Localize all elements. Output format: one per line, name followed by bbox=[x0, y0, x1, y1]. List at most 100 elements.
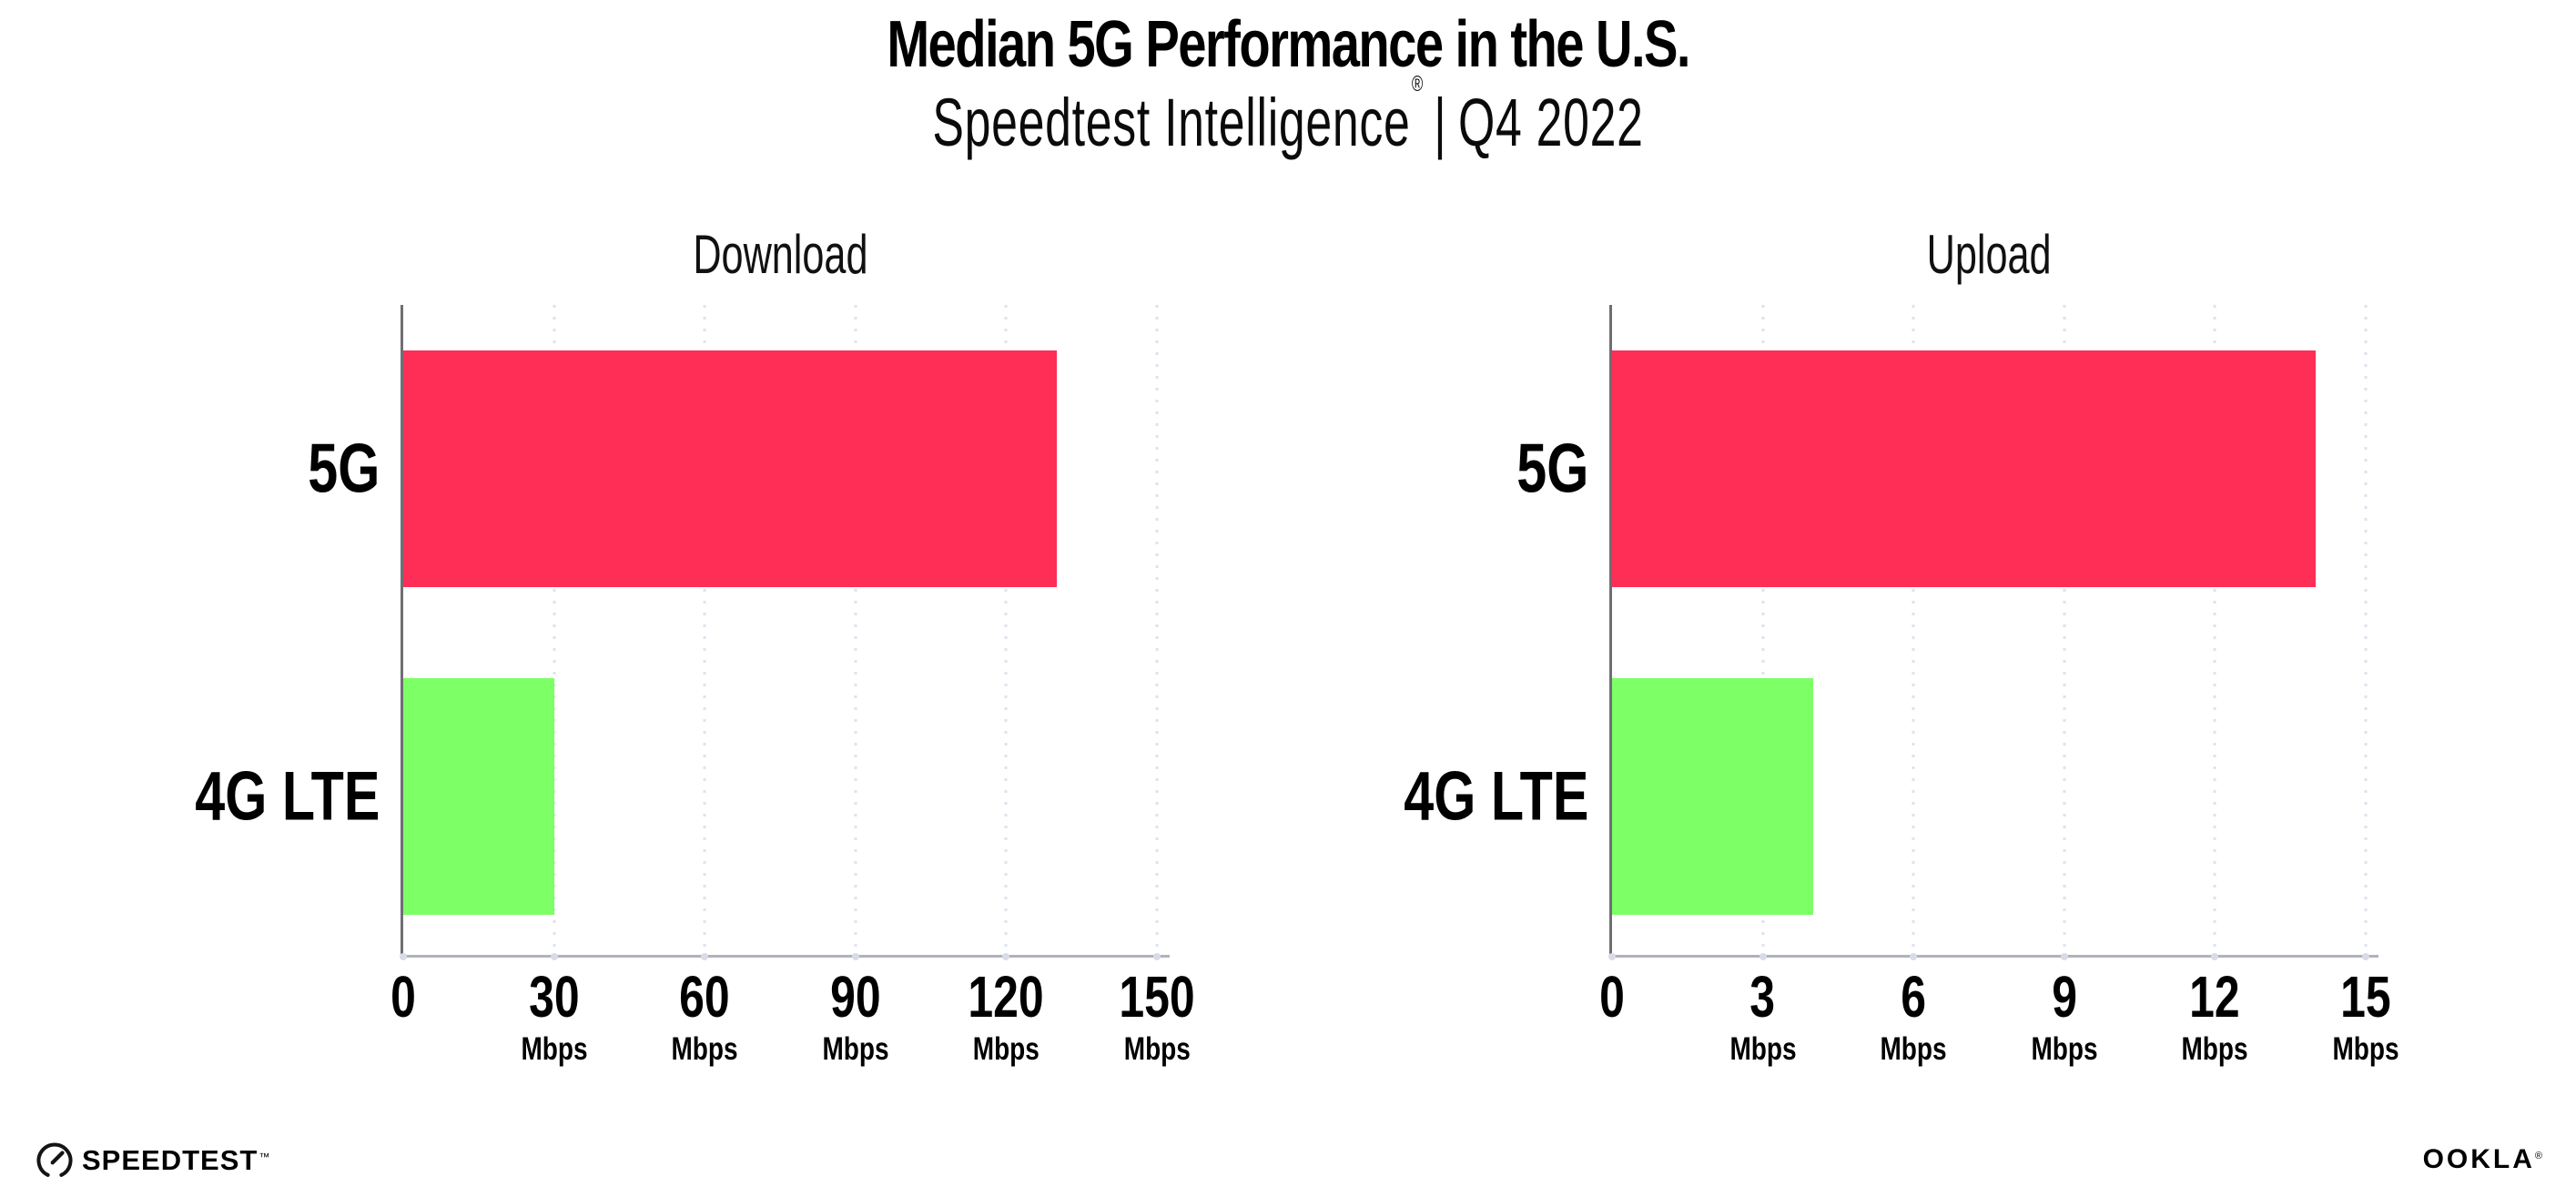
x-tick-number-text: 0 bbox=[390, 964, 416, 1030]
bar-4g-lte bbox=[403, 678, 554, 915]
x-tick-number: 3 bbox=[1721, 968, 1804, 1026]
x-tick-unit-text: Mbps bbox=[822, 1031, 889, 1067]
x-tick-number-text: 9 bbox=[2051, 964, 2077, 1030]
speedtest-label: SPEEDTEST bbox=[82, 1144, 259, 1176]
x-tick-unit: Mbps bbox=[958, 1033, 1055, 1065]
bar-5g bbox=[1612, 350, 2316, 587]
x-tick-number-text: 12 bbox=[2189, 964, 2241, 1030]
category-label-4g-lte: 4G LTE bbox=[194, 757, 380, 836]
x-tick-dot bbox=[2211, 953, 2219, 960]
category-label-4g-lte: 4G LTE bbox=[1403, 757, 1588, 836]
chart-title-text: Download bbox=[692, 224, 868, 285]
subtitle-separator: | bbox=[1434, 85, 1447, 160]
category-label-5g: 5G bbox=[307, 430, 380, 508]
gridline bbox=[703, 305, 706, 956]
x-tick-unit-text: Mbps bbox=[2181, 1031, 2248, 1067]
x-axis-line bbox=[1609, 955, 2378, 958]
subtitle-brand: Speedtest Intelligence bbox=[932, 85, 1411, 160]
x-tick-unit-text: Mbps bbox=[671, 1031, 738, 1067]
x-tick-unit-text: Mbps bbox=[1880, 1031, 1947, 1067]
plot-area: 0 30 Mbps 60 Mbps 90 Mbps 120 Mbps 150 Mbps 5G 4G LT… bbox=[195, 305, 1195, 1065]
x-tick-unit: Mbps bbox=[2023, 1033, 2105, 1065]
x-tick-number-text: 30 bbox=[528, 964, 580, 1030]
gridline bbox=[2213, 305, 2216, 956]
x-tick-unit-text: Mbps bbox=[2031, 1031, 2098, 1067]
x-tick-dot bbox=[1608, 953, 1616, 960]
x-tick-label: 120 Mbps bbox=[958, 968, 1055, 1065]
x-tick-unit-text: Mbps bbox=[1729, 1031, 1797, 1067]
x-tick-label: 0 bbox=[387, 968, 420, 1026]
x-tick-number: 30 bbox=[512, 968, 595, 1026]
category-label-5g: 5G bbox=[1516, 430, 1588, 508]
gridline bbox=[1155, 305, 1159, 956]
x-tick-label: 60 Mbps bbox=[663, 968, 745, 1065]
x-tick-dot bbox=[701, 953, 709, 960]
registered-mark: ® bbox=[1411, 72, 1424, 97]
x-tick-unit-text: Mbps bbox=[2332, 1031, 2399, 1067]
x-tick-number: 9 bbox=[2023, 968, 2105, 1026]
gridline bbox=[1004, 305, 1008, 956]
x-tick-unit: Mbps bbox=[512, 1033, 595, 1065]
x-tick-unit: Mbps bbox=[814, 1033, 897, 1065]
page-title: Median 5G Performance in the U.S. bbox=[0, 8, 2576, 81]
x-tick-dot bbox=[1153, 953, 1161, 960]
x-tick-unit-text: Mbps bbox=[521, 1031, 588, 1067]
ookla-wordmark: OOKLA bbox=[2422, 1144, 2535, 1174]
x-tick-number: 0 bbox=[1596, 968, 1628, 1026]
subtitle-period: Q4 2022 bbox=[1457, 85, 1644, 160]
x-tick-dot bbox=[400, 953, 407, 960]
page-title-text: Median 5G Performance in the U.S. bbox=[887, 8, 1690, 81]
x-tick-dot bbox=[851, 953, 859, 960]
x-tick-unit: Mbps bbox=[1871, 1033, 1954, 1065]
x-tick-label: 3 Mbps bbox=[1721, 968, 1804, 1065]
speedtest-logo: SPEEDTEST™ bbox=[36, 1142, 269, 1179]
y-axis-line bbox=[401, 305, 403, 956]
x-tick-number: 0 bbox=[387, 968, 420, 1026]
chart-title-text: Upload bbox=[1926, 224, 2052, 285]
gridline bbox=[2364, 305, 2368, 956]
x-tick-number: 90 bbox=[814, 968, 897, 1026]
x-tick-unit-text: Mbps bbox=[1123, 1031, 1191, 1067]
x-tick-number: 15 bbox=[2324, 968, 2407, 1026]
page-subtitle-text: Speedtest Intelligence® | Q4 2022 bbox=[932, 73, 1644, 160]
x-tick-number: 60 bbox=[663, 968, 745, 1026]
speedtest-gauge-icon bbox=[36, 1142, 73, 1177]
x-tick-unit: Mbps bbox=[1721, 1033, 1804, 1065]
x-tick-unit: Mbps bbox=[1109, 1033, 1206, 1065]
x-tick-unit: Mbps bbox=[2174, 1033, 2257, 1065]
x-tick-label: 30 Mbps bbox=[512, 968, 595, 1065]
chart-panel-download: Download 0 30 Mbps 60 Mbps 90 Mbps 120 Mbps 150 Mb… bbox=[195, 223, 1195, 1065]
gridline bbox=[1912, 305, 1915, 956]
ookla-registered-mark: ® bbox=[2534, 1151, 2545, 1161]
trademark-mark: ™ bbox=[259, 1151, 271, 1163]
bar-5g bbox=[403, 350, 1057, 587]
ookla-logo: OOKLA® bbox=[2423, 1144, 2545, 1175]
x-tick-label: 9 Mbps bbox=[2023, 968, 2105, 1065]
x-tick-number-text: 6 bbox=[1901, 964, 1927, 1030]
x-tick-dot bbox=[1759, 953, 1767, 960]
gridline bbox=[854, 305, 857, 956]
x-tick-label: 90 Mbps bbox=[814, 968, 897, 1065]
x-tick-number-text: 3 bbox=[1749, 964, 1776, 1030]
x-tick-label: 150 Mbps bbox=[1109, 968, 1206, 1065]
plot-area: 0 3 Mbps 6 Mbps 9 Mbps 12 Mbps 15 Mbps 5G 4G LTE bbox=[1404, 305, 2399, 1065]
x-tick-number-text: 15 bbox=[2340, 964, 2391, 1030]
x-tick-number-text: 0 bbox=[1599, 964, 1625, 1030]
x-tick-number-text: 90 bbox=[830, 964, 881, 1030]
gridline bbox=[1761, 305, 1765, 956]
x-tick-label: 15 Mbps bbox=[2324, 968, 2407, 1065]
x-tick-label: 6 Mbps bbox=[1871, 968, 1954, 1065]
bar-4g-lte bbox=[1612, 678, 1813, 915]
x-tick-number-text: 120 bbox=[968, 964, 1045, 1030]
page-subtitle: Speedtest Intelligence® | Q4 2022 bbox=[0, 73, 2576, 160]
y-axis-line bbox=[1609, 305, 1612, 956]
x-tick-number-text: 150 bbox=[1119, 964, 1195, 1030]
x-tick-dot bbox=[550, 953, 558, 960]
x-tick-label: 12 Mbps bbox=[2174, 968, 2257, 1065]
speedtest-wordmark: SPEEDTEST™ bbox=[82, 1144, 269, 1177]
x-tick-dot bbox=[1910, 953, 1918, 960]
x-tick-dot bbox=[2060, 953, 2068, 960]
x-tick-number: 12 bbox=[2174, 968, 2257, 1026]
x-tick-number: 6 bbox=[1871, 968, 1954, 1026]
x-axis-line bbox=[401, 955, 1170, 958]
